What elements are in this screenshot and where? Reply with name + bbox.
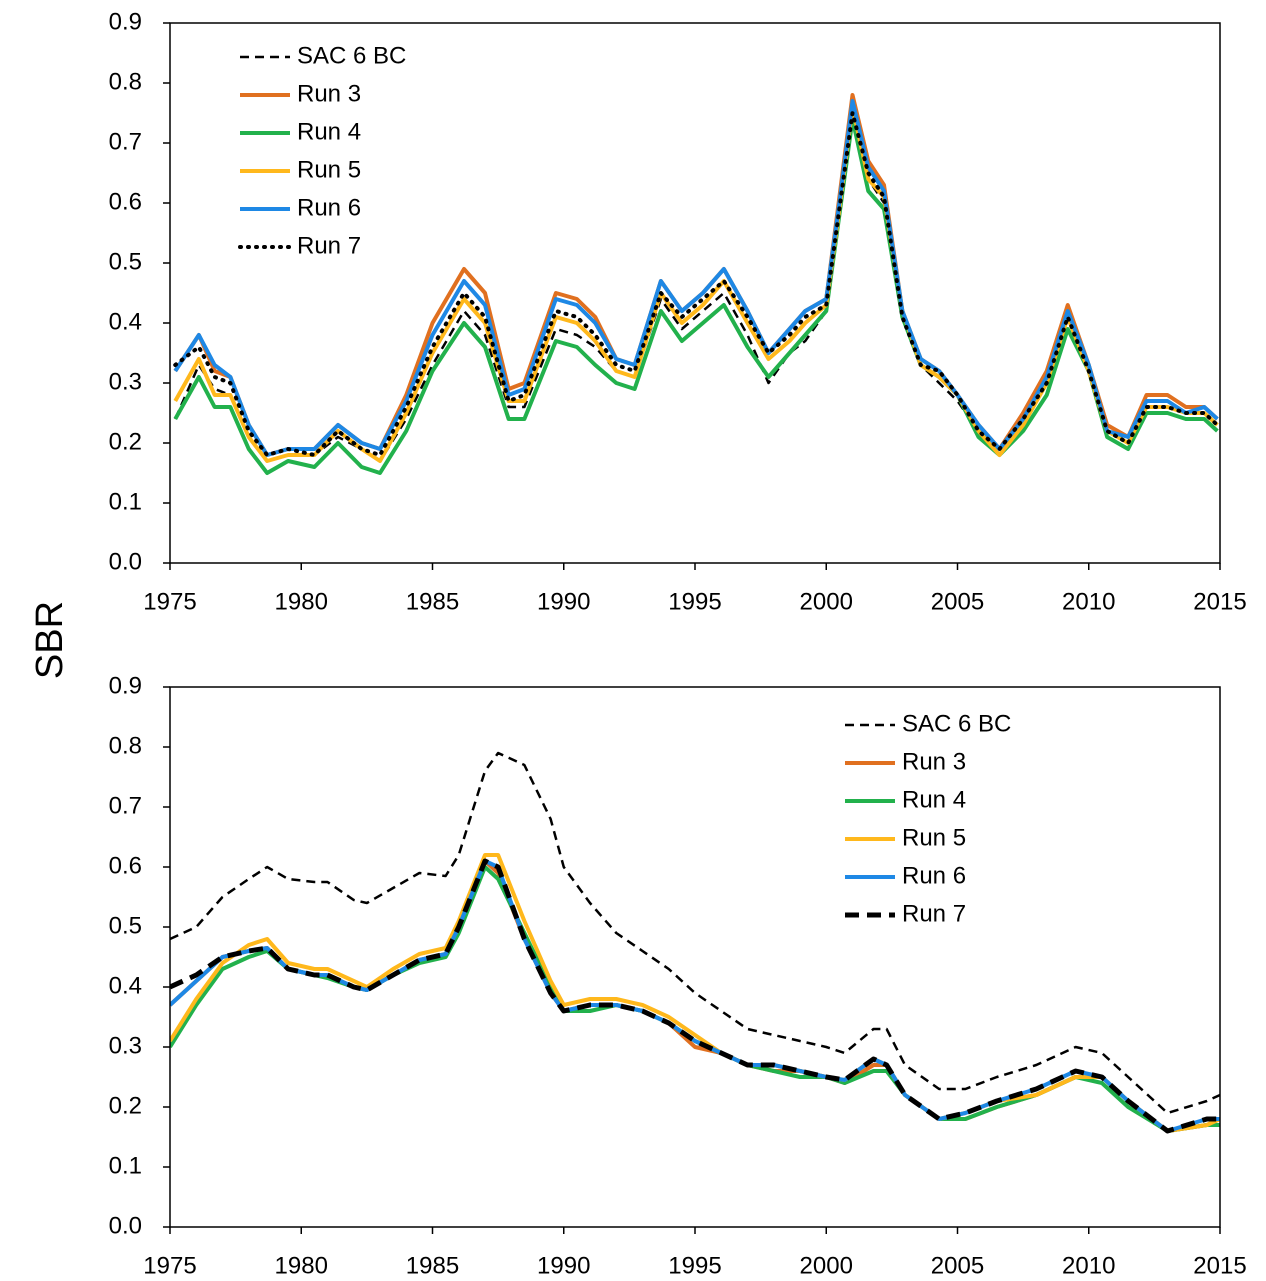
y-tick-label: 0.1	[109, 1152, 142, 1179]
y-tick-label: 0.9	[109, 672, 142, 699]
series-line	[174, 111, 1219, 463]
legend-label: Run 7	[902, 900, 966, 927]
series-line	[173, 93, 1219, 457]
x-tick-label: 2005	[931, 588, 984, 615]
x-tick-label: 2010	[1062, 588, 1115, 615]
legend-label: Run 4	[297, 118, 361, 145]
y-tick-label: 0.3	[109, 1032, 142, 1059]
x-tick-label: 1995	[668, 1252, 721, 1279]
legend-label: Run 6	[297, 194, 361, 221]
legend-label: SAC 6 BC	[297, 42, 406, 69]
y-tick-label: 0.2	[109, 428, 142, 455]
x-tick-label: 1990	[537, 588, 590, 615]
series-line	[170, 853, 1220, 1133]
legend-label: Run 6	[902, 862, 966, 889]
y-tick-label: 0.4	[109, 972, 142, 999]
series-line	[173, 117, 1219, 475]
y-tick-label: 0.6	[109, 188, 142, 215]
series-line	[170, 858, 1220, 1134]
legend-label: SAC 6 BC	[902, 710, 1011, 737]
series-line	[170, 859, 1220, 1133]
y-tick-label: 0.7	[109, 128, 142, 155]
x-tick-label: 1985	[406, 1252, 459, 1279]
x-tick-label: 1975	[143, 1252, 196, 1279]
y-tick-label: 0.5	[109, 248, 142, 275]
x-tick-label: 2015	[1193, 588, 1246, 615]
legend-label: Run 3	[902, 748, 966, 775]
series-line	[170, 865, 1220, 1133]
y-tick-label: 0.0	[109, 1212, 142, 1239]
plot-frame	[169, 686, 1221, 1228]
y-tick-label: 0.4	[109, 308, 142, 335]
series-line	[173, 99, 1219, 457]
x-tick-label: 2015	[1193, 1252, 1246, 1279]
x-tick-label: 1990	[537, 1252, 590, 1279]
y-tick-label: 0.7	[109, 792, 142, 819]
series-line	[170, 859, 1220, 1133]
y-tick-label: 0.8	[109, 732, 142, 759]
legend-label: Run 7	[297, 232, 361, 259]
legend-label: Run 3	[297, 80, 361, 107]
legend-label: Run 4	[902, 786, 966, 813]
x-tick-label: 1980	[275, 1252, 328, 1279]
y-tick-label: 0.1	[109, 488, 142, 515]
x-tick-label: 2010	[1062, 1252, 1115, 1279]
x-tick-label: 1995	[668, 588, 721, 615]
chart-panel: 0.0 0.1 0.2 0.3 0.4 0.5 0.6 0.7 0.8 0.9 1975 1980 19…	[109, 672, 1247, 1279]
y-tick-label: 0.6	[109, 852, 142, 879]
y-tick-label: 0.9	[109, 8, 142, 35]
x-tick-label: 1985	[406, 588, 459, 615]
legend-label: Run 5	[297, 156, 361, 183]
plot-frame	[169, 22, 1221, 564]
legend: SAC 6 BC Run 3 Run 4 Run 5 Run 6 Run 7	[845, 710, 1011, 927]
y-axis-label: SBR	[29, 601, 71, 679]
chart-panel: 0.0 0.1 0.2 0.3 0.4 0.5 0.6 0.7 0.8 0.9 1975 1980 19…	[109, 8, 1247, 615]
legend: SAC 6 BC Run 3 Run 4 Run 5 Run 6 Run 7	[238, 42, 406, 259]
x-tick-label: 1975	[143, 588, 196, 615]
legend-label: Run 5	[902, 824, 966, 851]
x-tick-label: 1980	[275, 588, 328, 615]
y-tick-label: 0.5	[109, 912, 142, 939]
y-tick-label: 0.3	[109, 368, 142, 395]
y-tick-label: 0.0	[109, 548, 142, 575]
x-tick-label: 2005	[931, 1252, 984, 1279]
y-tick-label: 0.8	[109, 68, 142, 95]
y-tick-label: 0.2	[109, 1092, 142, 1119]
series-line	[170, 751, 1220, 1115]
x-tick-label: 2000	[800, 588, 853, 615]
x-tick-label: 2000	[800, 1252, 853, 1279]
